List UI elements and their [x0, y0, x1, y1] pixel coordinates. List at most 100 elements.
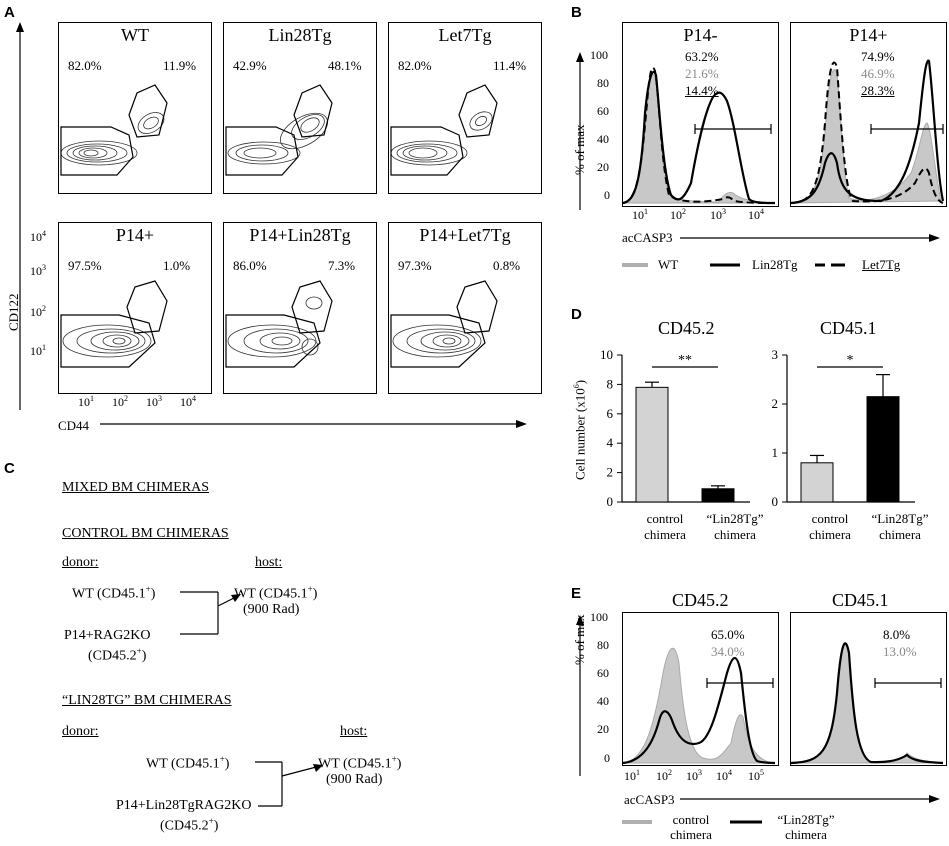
control-donor-wt: WT (CD45.1+): [72, 584, 156, 602]
panel-e-ytick: 100: [590, 610, 608, 624]
panel-a-xtick-1e4: 104: [180, 394, 196, 409]
histogram-title: P14+: [849, 25, 888, 45]
panel-letter-d: D: [571, 306, 582, 323]
legend-wt-label: WT: [658, 257, 679, 272]
control-pct: 13.0%: [883, 644, 917, 659]
control-donor-p14: P14+RAG2KO: [64, 628, 151, 643]
panel-letter-b: B: [571, 4, 582, 21]
panel-b-xtick: 102: [670, 207, 686, 222]
significance-label: *: [847, 353, 854, 368]
flow-plot-title: P14+Let7Tg: [419, 225, 511, 245]
flow-plot-p14-lin28tg: P14+Lin28Tg 86.0% 7.3%: [223, 222, 377, 394]
panel-e-xtick: 104: [716, 768, 732, 783]
y-tick-label: 2: [607, 465, 614, 480]
y-tick-label: 8: [607, 376, 614, 391]
lin-donor-label: donor:: [62, 724, 99, 739]
panel-b-ytick: 80: [597, 76, 609, 90]
histogram-p14-neg: P14- 63.2% 21.6% 14.4%: [622, 22, 779, 207]
panel-b-ytick: 20: [597, 160, 609, 174]
panel-e-ytick: 40: [597, 694, 609, 708]
x-category-label: “Lin28Tg” chimera: [706, 511, 764, 542]
contour-plot: [60, 280, 168, 368]
panel-a-ytick-1e4: 104: [30, 229, 46, 244]
bar: [800, 462, 834, 503]
y-tick-label: 0: [607, 494, 614, 509]
panel-e-ytick: 60: [597, 666, 609, 680]
lin-host-rad: (900 Rad): [326, 772, 383, 787]
control-pct: 34.0%: [711, 644, 745, 659]
histogram-title: CD45.2: [672, 590, 729, 610]
histogram-curves: [791, 642, 944, 765]
flow-plot-left-pct: 97.3%: [398, 258, 432, 273]
flow-plot-left-pct: 42.9%: [233, 58, 267, 73]
flow-plot-let7tg: Let7Tg 82.0% 11.4%: [388, 22, 542, 194]
contour-plot: [390, 84, 498, 176]
control-host-wt: WT (CD45.1+): [234, 584, 318, 602]
contour-plot: [390, 280, 498, 368]
y-tick-label: 10: [600, 347, 613, 362]
panel-letter-c: C: [4, 460, 15, 477]
flow-plot-lin28tg: Lin28Tg 42.9% 48.1%: [223, 22, 377, 194]
lin-host-wt: WT (CD45.1+): [318, 754, 402, 772]
control-host-rad: (900 Rad): [243, 602, 300, 617]
panel-a-y-label: CD122: [6, 293, 21, 331]
x-category-label: control chimera: [644, 511, 686, 542]
contour-plot: [225, 84, 333, 176]
histogram-curves: [623, 648, 776, 765]
panel-b-xtick: 101: [632, 207, 648, 222]
bar-chart-title: CD45.1: [820, 318, 877, 338]
panel-e-axes: [576, 615, 940, 824]
panel-a-ytick-1e1: 101: [30, 343, 46, 358]
panel-b-xtick: 103: [710, 207, 726, 222]
flow-plot-p14-let7tg: P14+Let7Tg 97.3% 0.8%: [388, 222, 542, 394]
mixed-bm-heading: MIXED BM CHIMERAS: [62, 480, 210, 495]
panel-b-y-label: % of max: [572, 124, 587, 175]
flow-plot-title: WT: [121, 25, 149, 45]
lin-donor-cd452: (CD45.2+): [160, 816, 219, 834]
histogram-cd451: 8.0% 13.0%: [790, 612, 947, 766]
wt-pct: 21.6%: [685, 66, 719, 81]
lin-donor-p14: P14+Lin28TgRAG2KO: [116, 798, 252, 813]
histogram-cd452: 65.0% 34.0%: [622, 612, 779, 766]
flow-plot-left-pct: 82.0%: [68, 58, 102, 73]
lin28tg-pct: 74.9%: [861, 49, 895, 64]
y-tick-label: 1: [772, 445, 779, 460]
control-bm-heading: CONTROL BM CHIMERAS: [62, 526, 229, 541]
legend-let7tg-label: Let7Tg: [862, 257, 901, 272]
lin28tg-pct: 8.0%: [883, 627, 911, 642]
panel-b-ytick: 40: [597, 132, 609, 146]
control-host-label: host:: [255, 555, 283, 570]
flow-plot-left-pct: 97.5%: [68, 258, 102, 273]
panel-e-ytick: 0: [604, 751, 610, 765]
flow-plot-p14: P14+ 97.5% 1.0%: [58, 222, 212, 394]
significance-label: **: [678, 353, 692, 368]
histogram-curves: [791, 59, 945, 205]
flow-plot-title: Let7Tg: [438, 25, 492, 45]
panel-letter-a: A: [4, 4, 15, 21]
histogram-p14-pos: P14+ 74.9% 46.9% 28.3%: [790, 22, 947, 207]
flow-plot-title: P14+Lin28Tg: [249, 225, 351, 245]
lin28tg-pct: 63.2%: [685, 49, 719, 64]
y-tick-label: 0: [772, 494, 779, 509]
y-tick-label: 3: [772, 347, 779, 362]
panel-a-x-label: CD44: [58, 418, 90, 433]
panel-letter-e: E: [571, 585, 582, 602]
bar-charts: 0 2 4 6 8 10 ** 0 1 2 3 *: [600, 347, 915, 509]
let7tg-pct: 14.4%: [685, 83, 719, 98]
bar: [701, 488, 735, 503]
histogram-title: P14-: [683, 25, 718, 45]
panel-a-ytick-1e3: 103: [30, 263, 46, 278]
legend-control-label: control chimera: [670, 812, 712, 842]
lin-bm-heading: “LIN28TG” BM CHIMERAS: [62, 693, 232, 708]
flow-plot-right-pct: 48.1%: [328, 58, 362, 73]
panel-b-ytick: 100: [590, 48, 608, 62]
flow-plot-left-pct: 82.0%: [398, 58, 432, 73]
contour-plot: [60, 84, 168, 176]
panel-e-xtick: 102: [656, 768, 672, 783]
bar: [866, 396, 900, 503]
panel-e-xtick: 103: [686, 768, 702, 783]
bar-chart-title: CD45.2: [658, 318, 715, 338]
flow-plot-title: P14+: [115, 225, 155, 245]
contour-plot: [225, 280, 333, 368]
panel-b-ytick: 60: [597, 104, 609, 118]
